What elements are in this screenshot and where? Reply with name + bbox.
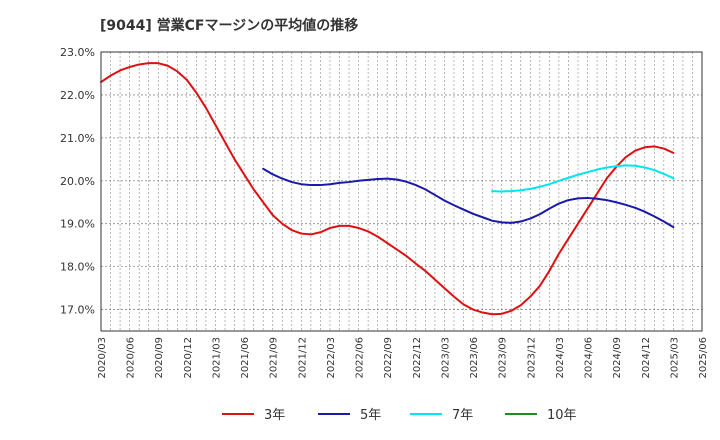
x-tick-label: 2022/06	[355, 337, 366, 379]
x-tick-label: 2021/06	[240, 337, 251, 379]
y-tick-label: 19.0%	[60, 218, 95, 231]
grid	[101, 51, 702, 331]
x-tick-label: 2023/06	[469, 337, 480, 379]
x-tick-label: 2023/03	[440, 337, 451, 379]
x-tick-label: 2021/12	[297, 337, 308, 379]
x-tick-label: 2020/03	[97, 337, 108, 379]
legend-label: 3年	[264, 408, 285, 423]
x-tick-label: 2024/12	[641, 337, 652, 379]
series-line	[100, 62, 675, 316]
x-tick-label: 2022/03	[326, 337, 337, 379]
legend-label: 10年	[547, 408, 577, 423]
series-line	[491, 164, 675, 193]
x-axis: 2020/03 2020/06 2020/09 2020/12 2021/03 2021/…	[97, 337, 709, 379]
y-tick-label: 20.0%	[60, 175, 95, 188]
x-tick-label: 2025/03	[669, 337, 680, 379]
x-tick-label: 2024/03	[555, 337, 566, 379]
x-tick-label: 2023/12	[526, 337, 537, 379]
plot-background	[101, 52, 702, 331]
y-tick-label: 23.0%	[60, 46, 95, 59]
y-tick-label: 22.0%	[60, 89, 95, 102]
x-tick-label: 2021/03	[211, 337, 222, 379]
chart-title: [9044] 営業CFマージンの平均値の推移	[100, 17, 358, 34]
x-tick-label: 2024/09	[612, 337, 623, 379]
x-tick-label: 2020/12	[183, 337, 194, 379]
x-tick-label: 2024/06	[584, 337, 595, 379]
series-line	[262, 167, 675, 229]
y-tick-label: 18.0%	[60, 261, 95, 274]
x-tick-label: 2025/06	[698, 337, 709, 379]
legend-label: 7年	[452, 408, 473, 423]
legend-label: 5年	[360, 408, 381, 423]
x-tick-label: 2020/06	[126, 337, 137, 379]
x-tick-label: 2022/12	[412, 337, 423, 379]
plot-frame	[100, 51, 703, 332]
y-axis: 17.0% 18.0% 19.0% 20.0% 21.0% 22.0% 23.0%	[60, 46, 95, 317]
x-tick-label: 2023/09	[498, 337, 509, 379]
y-tick-label: 21.0%	[60, 132, 95, 145]
x-tick-label: 2021/09	[269, 337, 280, 379]
x-tick-label: 2020/09	[154, 337, 165, 379]
legend: 3年 5年 7年 10年	[222, 408, 577, 423]
x-tick-label: 2022/09	[383, 337, 394, 379]
y-tick-label: 17.0%	[60, 304, 95, 317]
series-lines	[100, 62, 675, 316]
